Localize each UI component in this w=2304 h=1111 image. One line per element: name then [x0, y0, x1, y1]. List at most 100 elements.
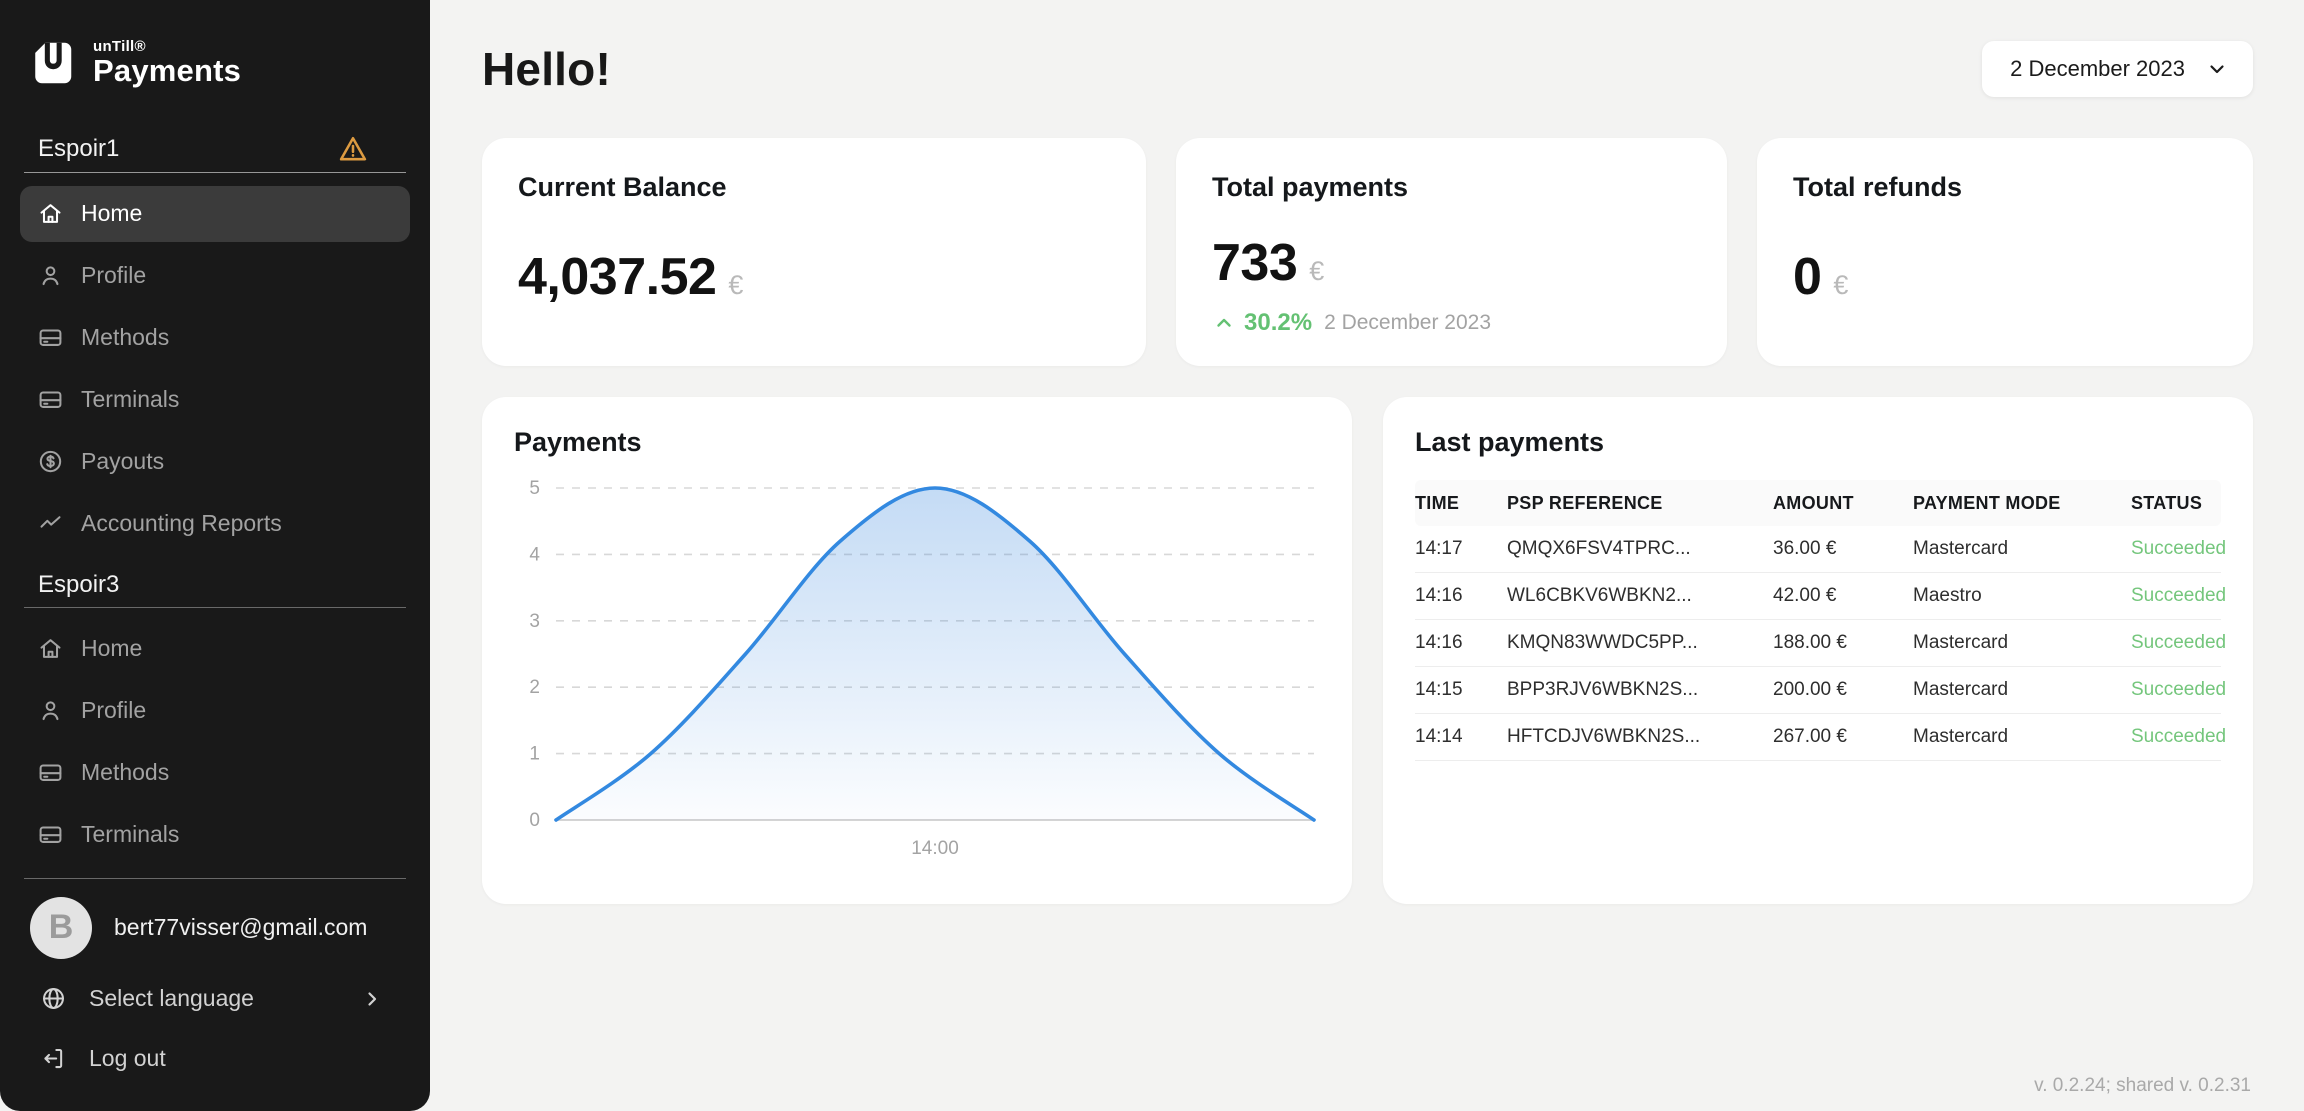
home-icon: [37, 635, 64, 662]
payments-area-chart: 0 1 2 3 4 5 14:00: [514, 472, 1320, 880]
table-row[interactable]: 14:14 HFTCDJV6WBKN2S... 267.00 € Masterc…: [1415, 714, 2226, 761]
sidebar-item-methods-2[interactable]: Methods: [20, 745, 410, 801]
payments-chart-svg: 0 1 2 3 4 5 14:00: [529, 478, 1316, 859]
sidebar-item-payouts[interactable]: Payouts: [20, 434, 410, 490]
sidebar-item-terminals-2[interactable]: Terminals: [20, 807, 410, 863]
page-title: Hello!: [482, 43, 611, 95]
payments-chart-card: Payments 0 1 2 3 4 5 14:00: [482, 397, 1352, 904]
sidebar-item-methods[interactable]: Methods: [20, 310, 410, 366]
sidebar-item-label: Terminals: [81, 821, 180, 848]
logout-button[interactable]: Log out: [0, 1029, 430, 1089]
sidebar-item-label: Payouts: [81, 448, 165, 475]
table-row[interactable]: 14:16 KMQN83WWDC5PP... 188.00 € Masterca…: [1415, 620, 2226, 667]
table-row[interactable]: 14:16 WL6CBKV6WBKN2... 42.00 € Maestro S…: [1415, 573, 2226, 620]
brand-name-main: Payments: [93, 52, 242, 88]
sidebar-item-label: Profile: [81, 697, 147, 724]
svg-text:14:00: 14:00: [911, 838, 959, 859]
merchant-name: Espoir3: [38, 570, 120, 598]
nav-section-espoir3: Home Profile Methods Terminals: [0, 614, 430, 866]
divider: [24, 172, 406, 173]
cell-amount: 36.00 €: [1773, 538, 1837, 559]
status-badge: Succeeded: [2131, 679, 2227, 700]
column-header-amount: AMOUNT: [1773, 492, 1854, 513]
sidebar-item-label: Home: [81, 635, 143, 662]
total-refunds-card: Total refunds 0 €: [1757, 138, 2253, 366]
app-version: v. 0.2.24; shared v. 0.2.31: [2034, 1075, 2251, 1096]
last-payments-title: Last payments: [1415, 427, 1605, 457]
sidebar-item-profile-2[interactable]: Profile: [20, 683, 410, 739]
sidebar-item-accounting-reports[interactable]: Accounting Reports: [20, 496, 410, 552]
chevron-up-icon: [1212, 311, 1236, 335]
credit-card-icon: [37, 324, 64, 351]
merchant-header-espoir1: Espoir1: [0, 132, 430, 166]
currency-symbol: €: [1309, 256, 1325, 286]
total-payments-card: Total payments 733 € 30.2% 2 December 20…: [1176, 138, 1727, 366]
current-balance-card: Current Balance 4,037.52 €: [482, 138, 1146, 366]
chart-title: Payments: [514, 427, 642, 457]
user-account-row[interactable]: B bert77visser@gmail.com: [0, 885, 430, 969]
last-payments-table: TIME PSP REFERENCE AMOUNT PAYMENT MODE S…: [1415, 480, 2226, 761]
cell-payment-mode: Mastercard: [1913, 632, 2009, 653]
total-refunds-value: 0: [1793, 248, 1822, 306]
stat-title: Total refunds: [1793, 172, 1963, 202]
svg-text:4: 4: [529, 544, 540, 565]
svg-text:2: 2: [529, 677, 540, 698]
user-email: bert77visser@gmail.com: [114, 914, 368, 941]
cell-time: 14:15: [1415, 679, 1463, 700]
user-icon: [37, 262, 64, 289]
status-badge: Succeeded: [2131, 585, 2227, 606]
sidebar-item-home[interactable]: Home: [20, 185, 410, 242]
last-payments-card: Last payments TIME PSP REFERENCE AMOUNT …: [1383, 397, 2253, 904]
chevron-down-icon: [2205, 57, 2229, 81]
cell-amount: 200.00 €: [1773, 679, 1847, 700]
cell-payment-mode: Mastercard: [1913, 538, 2009, 559]
cell-time: 14:16: [1415, 585, 1463, 606]
home-icon: [37, 200, 64, 227]
warning-icon[interactable]: [336, 132, 370, 166]
stat-title: Total payments: [1212, 172, 1409, 202]
status-badge: Succeeded: [2131, 538, 2227, 559]
svg-text:1: 1: [529, 744, 540, 765]
cell-time: 14:16: [1415, 632, 1463, 653]
sidebar-item-profile[interactable]: Profile: [20, 248, 410, 304]
table-row[interactable]: 14:17 QMQX6FSV4TPRC... 36.00 € Mastercar…: [1415, 526, 2226, 573]
cell-amount: 267.00 €: [1773, 726, 1847, 747]
table-header-row: TIME PSP REFERENCE AMOUNT PAYMENT MODE S…: [1415, 480, 2221, 526]
credit-card-icon: [37, 386, 64, 413]
cell-payment-mode: Maestro: [1913, 585, 1982, 606]
svg-text:0: 0: [529, 810, 540, 831]
select-language-label: Select language: [89, 985, 254, 1012]
cell-psp-reference: BPP3RJV6WBKN2S...: [1507, 679, 1699, 700]
divider: [24, 607, 406, 608]
date-selector[interactable]: 2 December 2023: [1982, 41, 2253, 97]
table-row[interactable]: 14:15 BPP3RJV6WBKN2S... 200.00 € Masterc…: [1415, 667, 2226, 714]
svg-text:3: 3: [529, 611, 540, 632]
divider: [24, 877, 406, 879]
balance-value: 4,037.52: [518, 248, 717, 306]
sidebar-item-terminals[interactable]: Terminals: [20, 372, 410, 428]
payments-change-percent: 30.2%: [1244, 309, 1313, 336]
sidebar-footer: B bert77visser@gmail.com Select language…: [0, 866, 430, 1111]
cell-psp-reference: QMQX6FSV4TPRC...: [1507, 538, 1691, 559]
nav-section-espoir1: Home Profile Methods Terminals Payouts: [0, 179, 430, 555]
sidebar-item-label: Methods: [81, 759, 170, 786]
sidebar-item-label: Accounting Reports: [81, 510, 282, 537]
select-language-button[interactable]: Select language: [0, 969, 430, 1029]
chevron-right-icon: [360, 987, 384, 1011]
currency-symbol: €: [728, 270, 744, 300]
credit-card-icon: [37, 821, 64, 848]
untill-logo-icon: [24, 36, 78, 90]
brand-name-small: unTill®: [93, 37, 146, 55]
cell-time: 14:17: [1415, 538, 1463, 559]
credit-card-icon: [37, 759, 64, 786]
sidebar-item-label: Terminals: [81, 386, 180, 413]
date-selector-value: 2 December 2023: [2010, 56, 2185, 81]
sidebar-item-home-2[interactable]: Home: [20, 621, 410, 677]
payments-change-date: 2 December 2023: [1324, 311, 1491, 334]
avatar: B: [30, 896, 92, 959]
logout-icon: [40, 1045, 67, 1072]
column-header-payment-mode: PAYMENT MODE: [1913, 492, 2061, 513]
globe-icon: [40, 985, 67, 1012]
sidebar-item-label: Methods: [81, 324, 170, 351]
column-header-status: STATUS: [2131, 492, 2203, 513]
